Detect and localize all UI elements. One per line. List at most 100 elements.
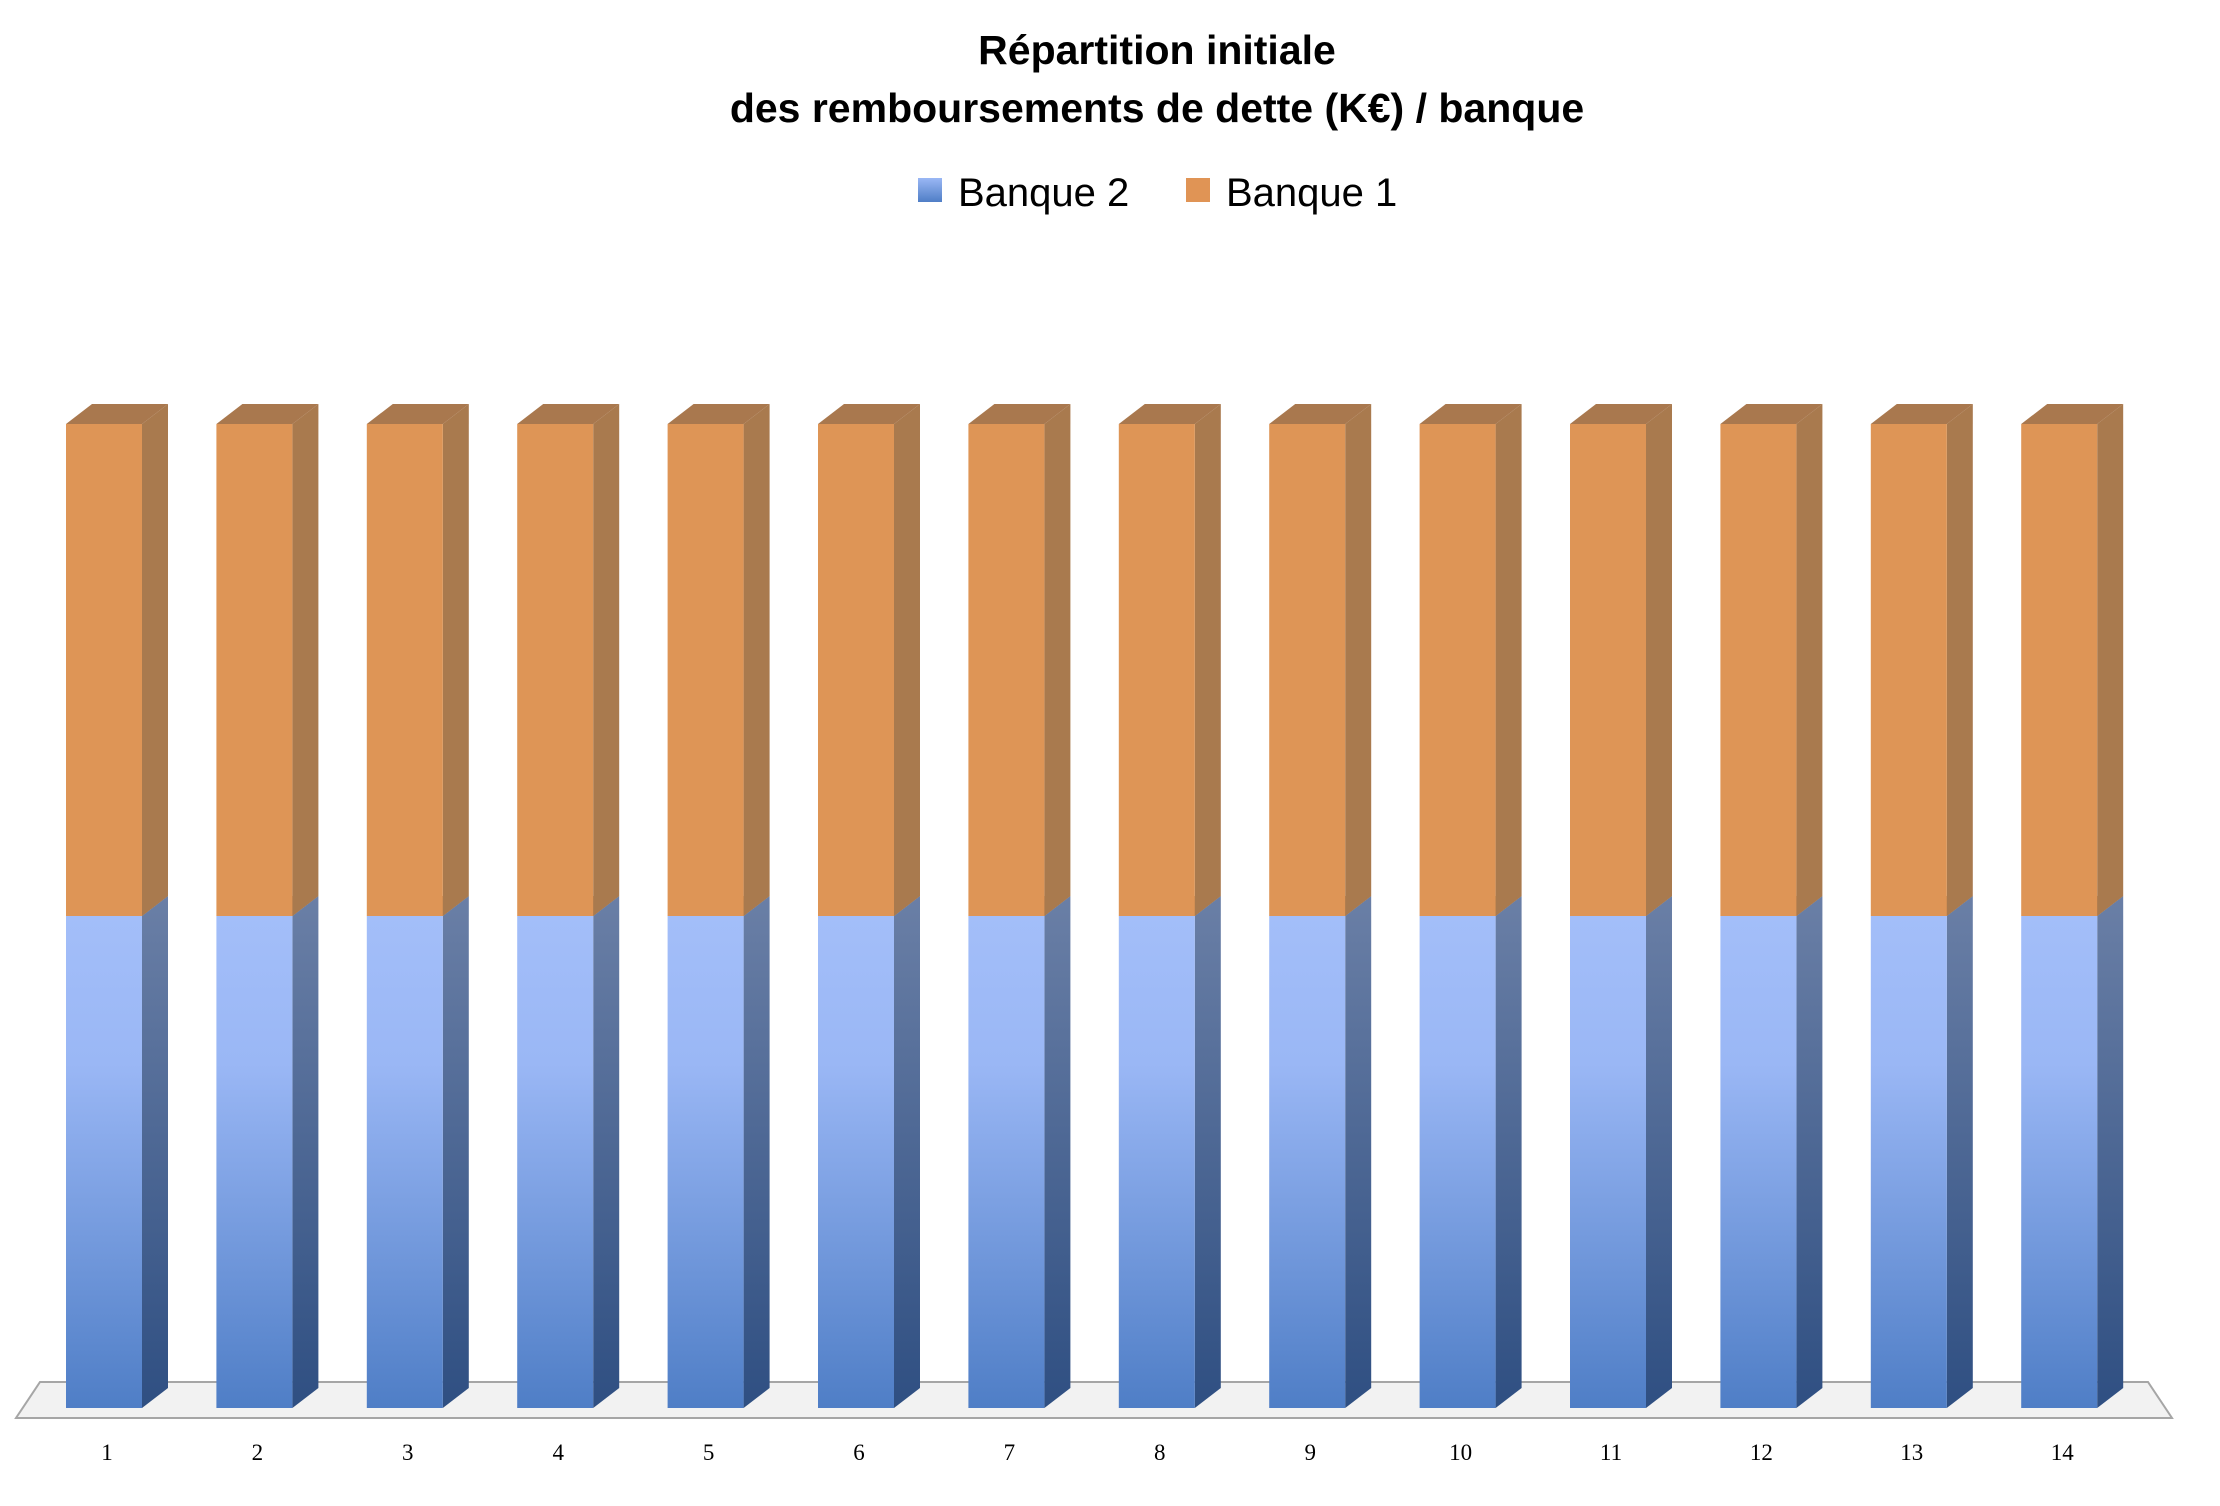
chart-title: Répartition initiale des remboursements … (730, 27, 1584, 131)
bar-top (968, 404, 1071, 424)
bar-side (1044, 896, 1071, 1408)
bar-front (1870, 424, 1947, 916)
bar-banque-1 (818, 404, 920, 916)
bar-group (1870, 404, 1973, 1408)
x-tick-label: 8 (1154, 1440, 1166, 1465)
bar-banque-2 (1419, 896, 1522, 1408)
legend-entry-banque-2: Banque 2 (918, 171, 1129, 215)
bar-front (517, 916, 594, 1408)
bar-group (1269, 404, 1372, 1408)
bar-front (1570, 916, 1646, 1408)
bars (66, 404, 2124, 1408)
bar-front (1419, 424, 1496, 916)
bar-front (1269, 916, 1346, 1408)
bar-side (1796, 896, 1823, 1408)
x-tick-label: 3 (402, 1440, 414, 1465)
bar-front (1419, 916, 1496, 1408)
bar-front (66, 424, 142, 916)
bar-top (517, 404, 620, 424)
x-axis-ticks: 1 2 3 4 5 6 7 8 9 10 11 12 13 14 (101, 1440, 2074, 1465)
bar-side (593, 896, 620, 1408)
bar-front (2021, 916, 2098, 1408)
bar-front (1118, 424, 1195, 916)
bar-banque-2 (517, 896, 620, 1408)
bar-group (366, 404, 469, 1408)
bar-side (1345, 404, 1372, 916)
bar-banque-1 (517, 404, 620, 916)
bar-side (1495, 404, 1522, 916)
bar-side (292, 896, 319, 1408)
bar-banque-1 (968, 404, 1071, 916)
x-tick-label: 1 (101, 1440, 113, 1465)
legend-swatch-banque-1 (1186, 178, 1210, 202)
bar-side (1946, 404, 1973, 916)
bar-side (2097, 404, 2124, 916)
x-tick-label: 2 (252, 1440, 264, 1465)
x-tick-label: 12 (1750, 1440, 1773, 1465)
bar-banque-1 (366, 404, 469, 916)
bar-side (142, 404, 168, 916)
bar-front (818, 424, 894, 916)
bar-banque-1 (1269, 404, 1372, 916)
bar-banque-2 (968, 896, 1071, 1408)
bar-banque-2 (1870, 896, 1973, 1408)
bar-group (66, 404, 168, 1408)
legend-swatch-banque-2 (918, 178, 942, 202)
x-tick-label: 4 (552, 1440, 564, 1465)
x-tick-label: 11 (1600, 1440, 1622, 1465)
bar-side (442, 404, 469, 916)
bar-front (366, 916, 443, 1408)
bar-front (667, 916, 744, 1408)
bar-front (818, 916, 894, 1408)
bar-banque-2 (818, 896, 920, 1408)
bar-side (442, 896, 469, 1408)
bar-side (743, 896, 770, 1408)
bar-top (1720, 404, 1823, 424)
bar-front (517, 424, 594, 916)
bar-front (1570, 424, 1646, 916)
bar-group (1118, 404, 1221, 1408)
bar-side (1194, 896, 1221, 1408)
bar-banque-2 (1720, 896, 1823, 1408)
bar-banque-2 (2021, 896, 2124, 1408)
x-tick-label: 13 (1900, 1440, 1923, 1465)
bar-top (1870, 404, 1973, 424)
bar-group (2021, 404, 2124, 1408)
bar-side (1946, 896, 1973, 1408)
bar-front (1720, 424, 1797, 916)
bar-banque-2 (366, 896, 469, 1408)
legend-entry-banque-1: Banque 1 (1186, 171, 1397, 215)
bar-banque-1 (1570, 404, 1672, 916)
bar-banque-1 (667, 404, 770, 916)
bar-side (1646, 896, 1672, 1408)
bar-side (142, 896, 168, 1408)
bar-front (1870, 916, 1947, 1408)
bar-top (667, 404, 770, 424)
bar-front (1118, 916, 1195, 1408)
bar-side (593, 404, 620, 916)
bar-top (216, 404, 319, 424)
chart-title-line-2: des remboursements de dette (K€) / banqu… (730, 85, 1584, 131)
bar-front (968, 424, 1045, 916)
x-tick-label: 5 (703, 1440, 715, 1465)
bar-banque-2 (1118, 896, 1221, 1408)
bar-banque-2 (1570, 896, 1672, 1408)
chart-title-line-1: Répartition initiale (978, 27, 1336, 73)
bar-group (216, 404, 319, 1408)
chart-floor (14, 1381, 2174, 1419)
bar-top (818, 404, 920, 424)
legend-label-banque-2: Banque 2 (958, 171, 1129, 215)
bar-front (2021, 424, 2098, 916)
bar-banque-1 (1118, 404, 1221, 916)
x-tick-label: 14 (2051, 1440, 2075, 1465)
bar-banque-2 (66, 896, 168, 1408)
bar-banque-1 (66, 404, 168, 916)
bar-banque-2 (216, 896, 319, 1408)
bar-side (743, 404, 770, 916)
bar-banque-1 (2021, 404, 2124, 916)
bar-front (216, 424, 293, 916)
bar-side (1194, 404, 1221, 916)
bar-side (1796, 404, 1823, 916)
bar-top (66, 404, 168, 424)
